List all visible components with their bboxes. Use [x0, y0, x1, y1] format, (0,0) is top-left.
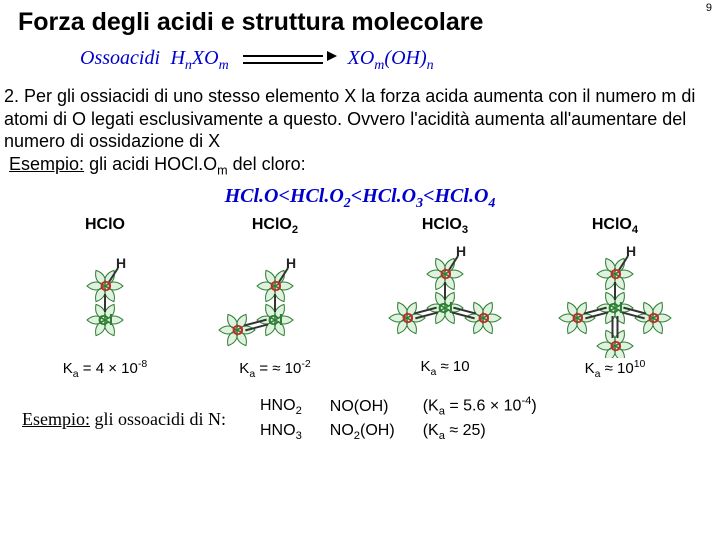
ossoacidi-formula: Ossoacidi HnXOm XOm(OH)n: [80, 47, 720, 77]
ka-value: Ka ≈ 1010: [530, 358, 700, 380]
nitrogen-acid-formula: HNO3: [246, 420, 316, 445]
ossoacidi-right-expr: XOm(OH)n: [348, 47, 434, 69]
svg-text:O: O: [402, 310, 414, 327]
svg-text:O: O: [232, 322, 244, 339]
molecule-structure: OClOH: [190, 240, 360, 358]
ka-value: Ka = ≈ 10-2: [190, 358, 360, 380]
ossoacidi-label: Ossoacidi: [80, 47, 160, 69]
molecule-label: HClO2: [190, 216, 360, 236]
molecule-structure: OOClOH: [360, 240, 530, 358]
svg-text:Cl: Cl: [438, 300, 453, 317]
molecule-label: HClO4: [530, 216, 700, 236]
svg-text:H: H: [116, 255, 126, 271]
bottom-chem-table: HNO2 NO(OH) (Ka = 5.6 × 10-4) HNO3 NO2(O…: [246, 394, 551, 445]
nitrogen-acid-ka: (Ka = 5.6 × 10-4): [409, 394, 551, 420]
molecule-structures-row: ClOHOClOHOOClOHOOOClOH: [20, 240, 700, 358]
svg-text:O: O: [100, 278, 112, 295]
svg-text:Cl: Cl: [98, 312, 113, 329]
svg-text:Cl: Cl: [268, 312, 283, 329]
molecule-label: HClO: [20, 216, 190, 234]
page-number: 9: [706, 2, 712, 14]
nitrogen-acid-alt: NO2(OH): [316, 420, 409, 445]
molecule-structure: Cl OH: [20, 240, 190, 358]
svg-text:O: O: [648, 310, 660, 327]
bottom-esempio-text: gli ossoacidi di N:: [95, 409, 227, 429]
molecule-structure: OOOClOH: [530, 240, 700, 358]
molecule-label: HClO3: [360, 216, 530, 236]
svg-text:O: O: [610, 266, 622, 283]
svg-text:H: H: [626, 243, 636, 259]
molecule-labels-row: HClOHClO2HClO3HClO4: [20, 216, 700, 240]
ka-values-row: Ka = 4 × 10-8Ka = ≈ 10-2Ka ≈ 10Ka ≈ 1010: [20, 358, 700, 380]
svg-text:O: O: [610, 338, 622, 355]
acid-strength-inequality: HCl.O<HCl.O2<HCl.O3<HCl.O4: [0, 185, 720, 212]
body-text-content: Per gli ossiacidi di uno stesso elemento…: [4, 86, 695, 151]
equilibrium-arrow-icon: [243, 53, 333, 67]
esempio-text: gli acidi HOCl.Om del cloro:: [89, 154, 306, 174]
ka-value: Ka ≈ 10: [360, 358, 530, 380]
svg-text:O: O: [270, 278, 282, 295]
bottom-esempio-label: Esempio:: [22, 409, 90, 429]
page-title: Forza degli acidi e struttura molecolare: [0, 0, 720, 41]
body-paragraph: 2. Per gli ossiacidi di uno stesso eleme…: [0, 85, 720, 179]
nitrogen-acid-formula: HNO2: [246, 394, 316, 420]
ossoacidi-left-expr: HnXOm: [170, 47, 228, 69]
svg-text:O: O: [440, 266, 452, 283]
svg-text:O: O: [478, 310, 490, 327]
svg-text:H: H: [456, 243, 466, 259]
svg-text:H: H: [286, 255, 296, 271]
esempio-label: Esempio:: [9, 154, 84, 174]
ka-value: Ka = 4 × 10-8: [20, 358, 190, 380]
svg-text:O: O: [572, 310, 584, 327]
bottom-example: Esempio: gli ossoacidi di N: HNO2 NO(OH)…: [0, 394, 720, 445]
svg-text:Cl: Cl: [608, 300, 623, 317]
item-number: 2.: [4, 86, 19, 106]
nitrogen-acid-alt: NO(OH): [316, 394, 409, 420]
nitrogen-acid-ka: (Ka ≈ 25): [409, 420, 551, 445]
